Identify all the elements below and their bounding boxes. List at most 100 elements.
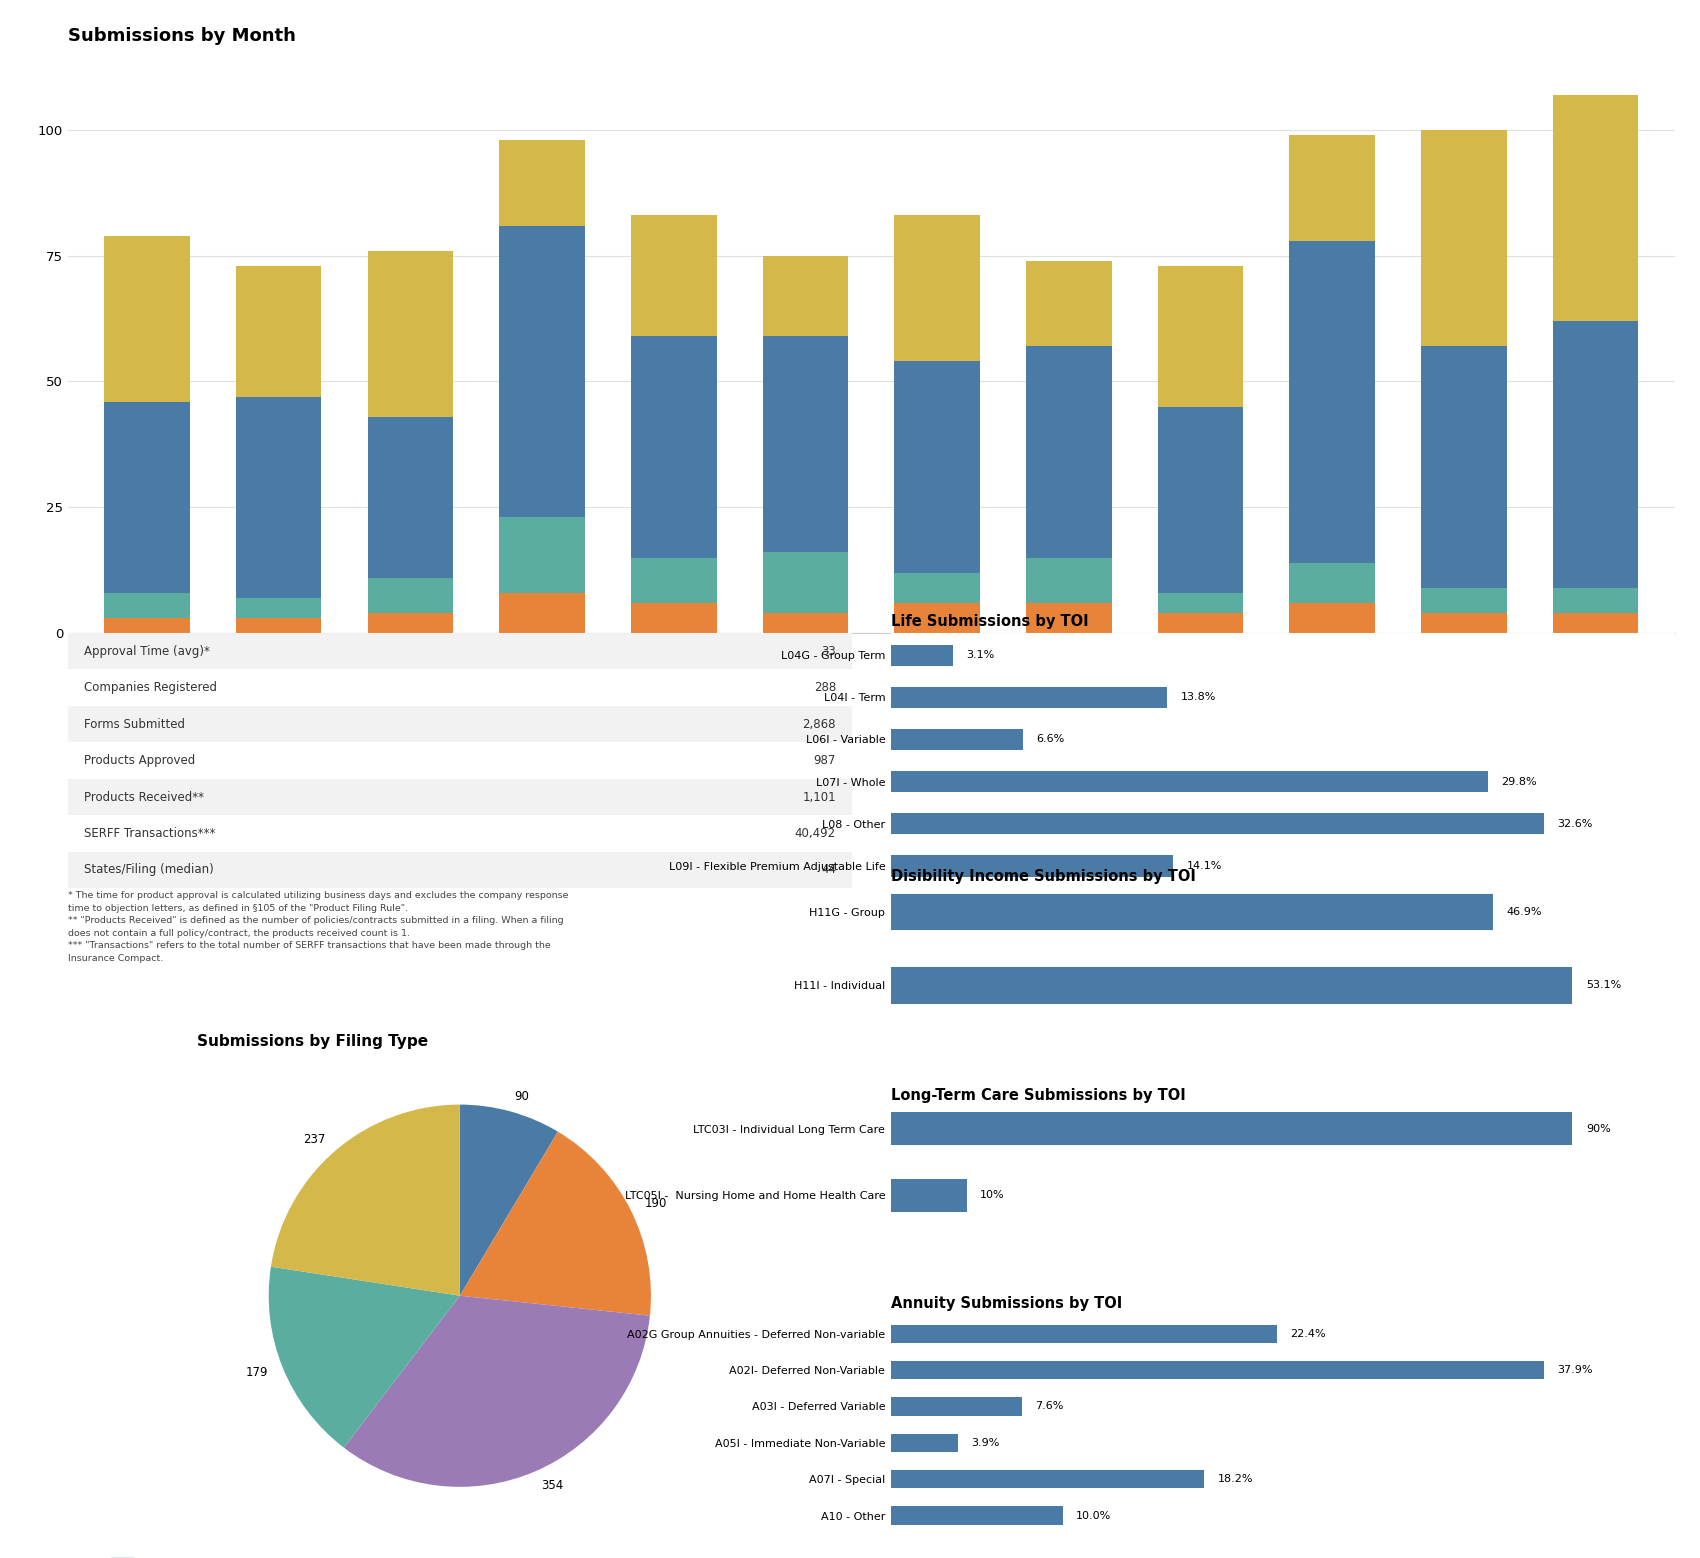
Text: 354: 354: [542, 1479, 564, 1491]
Bar: [68, 742, 852, 779]
Text: 6.6%: 6.6%: [1035, 734, 1064, 745]
Bar: [1289, 240, 1375, 562]
Bar: [891, 771, 1488, 791]
Text: 10.0%: 10.0%: [1076, 1511, 1112, 1521]
Bar: [891, 645, 954, 665]
Text: 987: 987: [814, 754, 836, 767]
Bar: [367, 578, 454, 612]
Bar: [894, 573, 979, 603]
Wedge shape: [459, 1105, 558, 1296]
Text: 2,868: 2,868: [802, 718, 836, 731]
Text: Approval Time (avg)*: Approval Time (avg)*: [83, 645, 209, 657]
Text: 3.9%: 3.9%: [971, 1438, 1000, 1447]
Text: 22.4%: 22.4%: [1290, 1329, 1326, 1338]
Text: 14.1%: 14.1%: [1187, 862, 1222, 871]
Bar: [891, 968, 1572, 1003]
Text: 237: 237: [303, 1133, 325, 1145]
Text: Disibility Income Submissions by TOI: Disibility Income Submissions by TOI: [891, 869, 1195, 885]
Text: 53.1%: 53.1%: [1586, 980, 1622, 991]
Text: 10%: 10%: [981, 1190, 1005, 1200]
Bar: [891, 1324, 1277, 1343]
Text: Products Approved: Products Approved: [83, 754, 196, 767]
Text: 1,101: 1,101: [802, 790, 836, 804]
Bar: [236, 598, 321, 619]
Text: 32.6%: 32.6%: [1557, 820, 1593, 829]
Text: 44: 44: [821, 863, 836, 877]
Text: 13.8%: 13.8%: [1180, 692, 1216, 703]
Text: 46.9%: 46.9%: [1506, 907, 1542, 918]
Bar: [763, 256, 848, 337]
Bar: [104, 235, 190, 402]
Text: 90: 90: [515, 1091, 530, 1103]
Bar: [891, 813, 1544, 835]
Bar: [1552, 587, 1639, 612]
Bar: [500, 517, 585, 592]
Legend: Advertising Materials, Application, Policy Forms, Riders and Endorsements, Suppo: Advertising Materials, Application, Poli…: [107, 1553, 342, 1558]
Wedge shape: [270, 1105, 459, 1296]
Bar: [631, 337, 716, 558]
Bar: [1552, 612, 1639, 633]
Bar: [891, 1178, 967, 1212]
Text: Life Submissions by TOI: Life Submissions by TOI: [891, 614, 1088, 629]
Bar: [68, 815, 852, 852]
Bar: [236, 397, 321, 598]
Bar: [1158, 407, 1243, 592]
Bar: [894, 215, 979, 361]
Bar: [236, 619, 321, 633]
Text: Submissions by Filing Type: Submissions by Filing Type: [197, 1033, 428, 1049]
Bar: [500, 226, 585, 517]
Bar: [763, 337, 848, 553]
Text: 18.2%: 18.2%: [1217, 1474, 1253, 1485]
Bar: [1421, 612, 1506, 633]
Bar: [68, 670, 852, 706]
Wedge shape: [269, 1267, 459, 1447]
Bar: [367, 251, 454, 416]
Bar: [104, 402, 190, 592]
Text: 37.9%: 37.9%: [1557, 1365, 1593, 1376]
Text: 40,492: 40,492: [796, 827, 836, 840]
Bar: [68, 706, 852, 742]
Bar: [1421, 346, 1506, 587]
Bar: [891, 1471, 1204, 1488]
Bar: [1289, 603, 1375, 633]
Bar: [104, 592, 190, 619]
Bar: [236, 266, 321, 397]
Text: Companies Registered: Companies Registered: [83, 681, 216, 695]
Bar: [68, 633, 852, 670]
Text: SERFF Transactions***: SERFF Transactions***: [83, 827, 214, 840]
Bar: [763, 553, 848, 612]
Bar: [1552, 95, 1639, 321]
Text: 288: 288: [814, 681, 836, 695]
Bar: [891, 729, 1023, 749]
Bar: [1289, 562, 1375, 603]
Bar: [1552, 321, 1639, 587]
Text: 7.6%: 7.6%: [1035, 1402, 1062, 1412]
Bar: [891, 1398, 1022, 1416]
Text: * The time for product approval is calculated utilizing business days and exclud: * The time for product approval is calcu…: [68, 891, 568, 963]
Bar: [891, 1507, 1062, 1525]
Text: 190: 190: [644, 1197, 666, 1211]
Text: 33: 33: [821, 645, 836, 657]
Bar: [631, 603, 716, 633]
Bar: [894, 603, 979, 633]
Bar: [891, 1362, 1544, 1379]
Text: States/Filing (median): States/Filing (median): [83, 863, 214, 877]
Bar: [1421, 587, 1506, 612]
Text: Submissions by Month: Submissions by Month: [68, 26, 296, 45]
Bar: [891, 687, 1168, 707]
Text: Forms Submitted: Forms Submitted: [83, 718, 185, 731]
Bar: [367, 416, 454, 578]
Bar: [1421, 129, 1506, 346]
Bar: [1027, 558, 1112, 603]
Bar: [631, 215, 716, 337]
Bar: [891, 1112, 1572, 1145]
Bar: [500, 592, 585, 633]
Bar: [1158, 612, 1243, 633]
Bar: [1158, 592, 1243, 612]
Text: 3.1%: 3.1%: [966, 650, 994, 661]
Bar: [68, 852, 852, 888]
Text: 179: 179: [246, 1366, 269, 1379]
Text: Long-Term Care Submissions by TOI: Long-Term Care Submissions by TOI: [891, 1087, 1185, 1103]
Wedge shape: [459, 1131, 651, 1315]
Bar: [891, 894, 1493, 930]
